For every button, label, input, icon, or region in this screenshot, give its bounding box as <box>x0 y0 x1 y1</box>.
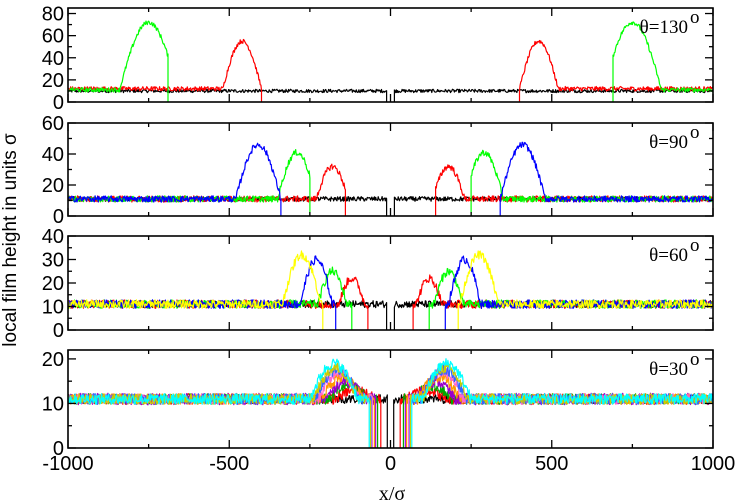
y-tick-label-3-0: 0 <box>53 438 64 460</box>
panel-label-sup-2: o <box>690 235 700 256</box>
y-tick-label-0-1: 20 <box>42 70 64 92</box>
panel-3: 0 10 20 θ=30 o -1000 -500 0 500 1000 <box>42 349 736 475</box>
x-axis-label: x/σ <box>379 483 406 504</box>
series-line-0-2-1 <box>612 21 713 102</box>
series-line-1-1-0 <box>68 163 346 216</box>
series-line-2-3-0 <box>68 255 337 330</box>
panel-label-0: θ=130 <box>640 17 688 38</box>
series-line-2-3-1 <box>444 255 713 330</box>
x-tick-label-2: 0 <box>385 453 396 475</box>
y-tick-label-1-2: 40 <box>42 144 64 166</box>
panel-label-sup-1: o <box>690 122 700 143</box>
series-line-3-6-0 <box>68 365 372 448</box>
series-line-3-8-0 <box>68 358 370 448</box>
series-line-2-4-1 <box>457 250 713 330</box>
series-line-3-4-0 <box>68 371 375 448</box>
panel-label-sup-3: o <box>690 349 700 370</box>
series-line-1-3-1 <box>499 141 713 216</box>
x-tick-label-1: -500 <box>209 453 249 475</box>
y-tick-label-1-1: 20 <box>42 175 64 197</box>
series-line-3-8-1 <box>411 358 713 448</box>
series-line-0-0-1 <box>393 88 713 102</box>
y-tick-label-2-0: 0 <box>53 320 64 342</box>
x-tick-label-3: 500 <box>535 453 568 475</box>
x-tick-label-4: 1000 <box>691 453 736 475</box>
y-tick-label-2-4: 40 <box>42 226 64 248</box>
panel-label-1: θ=90 <box>649 132 688 153</box>
series-line-3-4-1 <box>406 373 713 448</box>
y-tick-label-3-2: 20 <box>42 349 64 371</box>
series-line-0-1-1 <box>518 39 713 102</box>
panel-1: 0 20 40 60 θ=90 o <box>42 113 714 228</box>
y-tick-label-1-3: 60 <box>42 113 64 135</box>
series-line-2-4-0 <box>68 250 324 330</box>
y-tick-label-0-0: 0 <box>53 92 64 114</box>
y-tick-label-3-1: 10 <box>42 393 64 415</box>
panel-label-2: θ=60 <box>649 245 688 266</box>
series-line-0-2-0 <box>68 20 169 102</box>
series-line-2-2-0 <box>68 266 353 330</box>
series-line-2-2-1 <box>428 267 713 330</box>
panel-label-3: θ=30 <box>649 359 688 380</box>
y-tick-label-0-2: 40 <box>42 48 64 70</box>
panel-label-sup-0: o <box>690 7 700 28</box>
panel-frame-2 <box>67 235 714 331</box>
y-tick-label-2-3: 30 <box>42 250 64 272</box>
y-tick-label-2-2: 20 <box>42 273 64 295</box>
series-line-1-2-0 <box>68 149 311 216</box>
series-group-3 <box>68 358 713 448</box>
series-line-1-1-1 <box>435 164 713 216</box>
series-group-0 <box>68 20 713 102</box>
series-line-0-0-0 <box>68 88 388 102</box>
y-tick-label-0-4: 80 <box>42 4 64 26</box>
y-axis-label: local film height in units σ <box>0 133 21 347</box>
y-tick-label-0-3: 60 <box>42 26 64 48</box>
y-tick-label-1-0: 0 <box>53 206 64 228</box>
y-tick-label-2-1: 10 <box>42 297 64 319</box>
series-group-1 <box>68 141 713 216</box>
x-tick-label-0: -1000 <box>42 453 93 475</box>
series-line-3-7-0 <box>68 362 372 448</box>
series-line-1-2-1 <box>470 149 713 216</box>
series-line-0-1-0 <box>68 38 263 102</box>
series-line-1-3-0 <box>68 142 282 216</box>
series-group-2 <box>68 250 713 330</box>
